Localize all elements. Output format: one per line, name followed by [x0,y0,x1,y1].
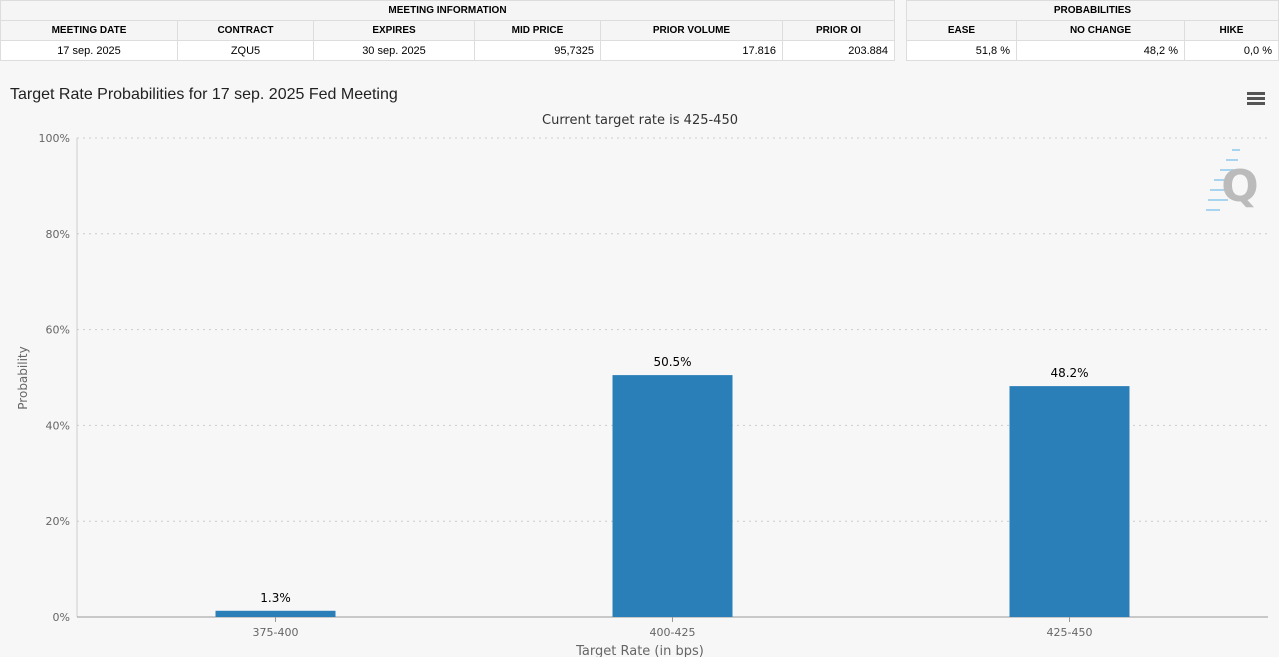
x-axis-label: Target Rate (in bps) [575,644,704,657]
cell-expires: 30 sep. 2025 [313,40,475,61]
col-ease: EASE [906,20,1017,41]
chart-subtitle: Current target rate is 425-450 [542,113,738,128]
y-tick-label: 20% [46,515,70,528]
col-no-change: NO CHANGE [1016,20,1185,41]
bar [612,375,733,617]
col-meeting-date: MEETING DATE [0,20,178,41]
col-prior-oi: PRIOR OI [782,20,895,41]
cell-prior-volume: 17.816 [600,40,783,61]
cell-ease: 51,8 % [906,40,1017,61]
y-tick-label: 60% [46,324,70,337]
col-prior-volume: PRIOR VOLUME [600,20,783,41]
probabilities-table: PROBABILITIES EASE NO CHANGE HIKE 51,8 %… [906,0,1279,61]
meeting-information-table: MEETING INFORMATION MEETING DATE CONTRAC… [0,0,895,61]
x-tick-label: 400-425 [650,626,696,639]
data-label: 48.2% [1050,366,1088,380]
logo-letter: Q [1221,161,1258,212]
hamburger-menu-icon[interactable] [1247,92,1265,106]
col-mid-price: MID PRICE [474,20,601,41]
cell-prior-oi: 203.884 [782,40,895,61]
bar [215,610,336,617]
y-tick-label: 80% [46,228,70,241]
table-row: 17 sep. 2025 ZQU5 30 sep. 2025 95,7325 1… [0,40,895,61]
bar [1009,386,1130,617]
y-tick-label: 0% [53,611,70,624]
cell-meeting-date: 17 sep. 2025 [0,40,178,61]
cell-hike: 0,0 % [1184,40,1279,61]
logo-watermark: Q [1206,149,1259,212]
data-label: 1.3% [260,591,291,605]
y-tick-label: 40% [46,419,70,432]
y-tick-label: 100% [39,132,70,145]
data-label: 50.5% [653,355,691,369]
cell-no-change: 48,2 % [1016,40,1185,61]
x-tick-label: 375-400 [253,626,299,639]
chart-title: Target Rate Probabilities for 17 sep. 20… [10,86,398,103]
cell-mid-price: 95,7325 [474,40,601,61]
meeting-info-header: MEETING INFORMATION [0,0,895,21]
x-tick-label: 425-450 [1047,626,1093,639]
cell-contract: ZQU5 [177,40,314,61]
y-axis-label: Probability [16,346,30,409]
probabilities-header: PROBABILITIES [906,0,1279,21]
table-row: 51,8 % 48,2 % 0,0 % [906,40,1279,61]
